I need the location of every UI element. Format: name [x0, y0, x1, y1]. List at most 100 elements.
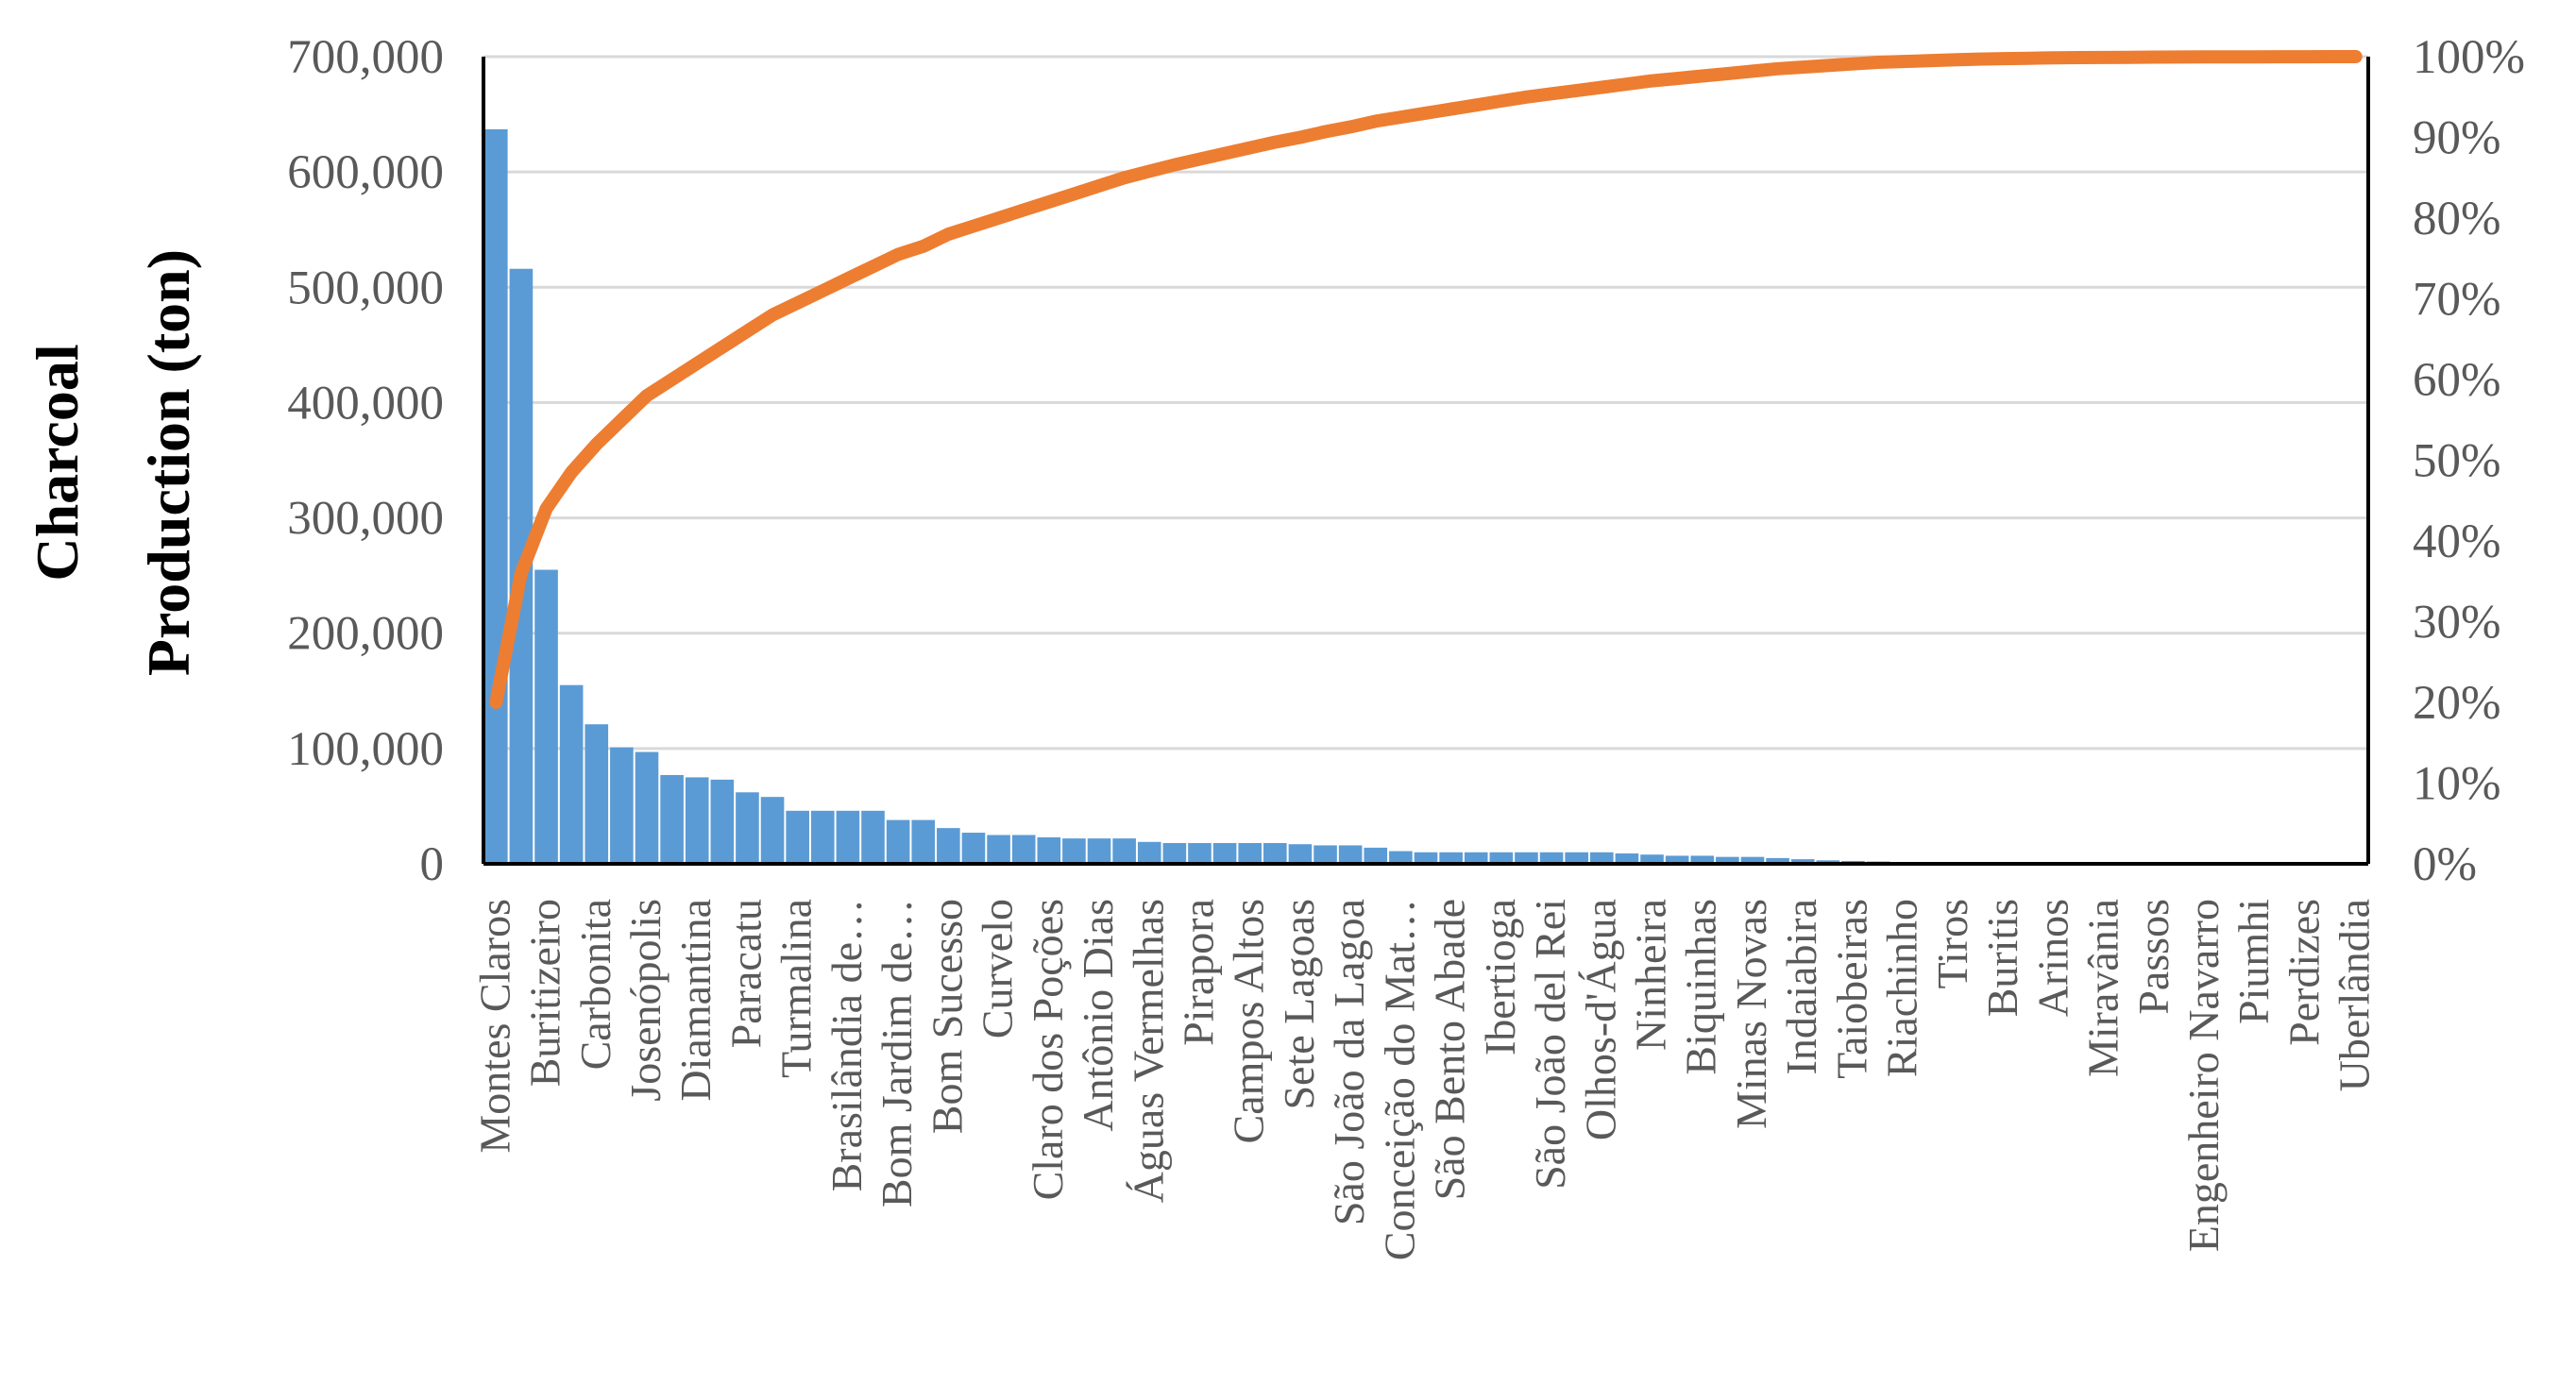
category-label: Turmalina — [772, 899, 821, 1078]
category-label: São João del Rei — [1526, 899, 1574, 1190]
category-label: São Bento Abade — [1426, 899, 1474, 1200]
bar-series — [484, 128, 2367, 864]
y2-tick-label: 70% — [2413, 274, 2500, 327]
y-tick-label: 0 — [420, 838, 445, 891]
category-label: Passos — [2129, 899, 2178, 1015]
bar — [1364, 847, 1388, 864]
bar — [484, 128, 508, 864]
category-label: Carbonita — [571, 899, 619, 1070]
y2-tick-label: 10% — [2413, 758, 2500, 811]
category-label: Riachinho — [1878, 899, 1926, 1077]
category-label: Paracatu — [721, 899, 770, 1048]
category-label: Taiobeiras — [1827, 899, 1875, 1079]
bar — [1137, 841, 1161, 864]
category-label: Olhos-d'Água — [1576, 899, 1624, 1140]
category-label: Montes Claros — [470, 899, 518, 1154]
y-tick-label: 400,000 — [287, 377, 444, 430]
bar — [1766, 857, 1789, 864]
bar — [660, 774, 684, 864]
category-label: Bom Sucesso — [923, 899, 971, 1134]
axes — [482, 57, 2370, 866]
y2-tick-label: 40% — [2413, 515, 2500, 568]
y-tick-label: 500,000 — [287, 262, 444, 314]
y-tick-label: 600,000 — [287, 146, 444, 199]
category-label: Miravânia — [2079, 899, 2127, 1077]
bar — [1589, 852, 1614, 864]
bar — [610, 747, 634, 864]
bar — [1665, 855, 1689, 864]
bar — [1515, 852, 1538, 864]
y-axis-title-line-1: Charcoal — [24, 344, 91, 581]
right-axis-ticks: 0% 10% 20% 30% 40% 50% 60% 70% 80% 90% 100% — [2413, 31, 2525, 891]
bar — [1690, 855, 1715, 864]
category-label: Ibertioga — [1476, 899, 1524, 1055]
y-tick-label: 300,000 — [287, 493, 444, 546]
category-label: Buritizeiro — [521, 899, 569, 1087]
bar — [1087, 838, 1111, 864]
bar — [911, 819, 936, 864]
bar — [937, 828, 960, 864]
bar — [961, 833, 986, 864]
category-label: Ninheira — [1627, 899, 1675, 1051]
bar — [685, 777, 709, 864]
bar — [760, 797, 785, 864]
bar — [1162, 843, 1187, 864]
bar — [987, 835, 1010, 864]
cumulative-line — [489, 50, 2363, 709]
category-label: Perdizes — [2280, 899, 2329, 1046]
bar — [1464, 852, 1488, 864]
category-label: Conceição do Mat… — [1375, 899, 1423, 1260]
bar — [836, 810, 860, 864]
bar — [1188, 843, 1212, 864]
y-axis-title-line-2: Production (ton) — [135, 249, 202, 676]
category-label: Águas Vermelhas — [1124, 899, 1172, 1203]
y2-tick-label: 0% — [2413, 838, 2477, 891]
bar — [1414, 852, 1438, 864]
y-tick-label: 200,000 — [287, 608, 444, 661]
y2-tick-label: 30% — [2413, 597, 2500, 650]
category-label: Pirapora — [1175, 899, 1223, 1046]
bar — [786, 810, 809, 864]
bar — [1037, 836, 1061, 864]
bar — [1565, 852, 1588, 864]
bar — [559, 684, 584, 864]
bar — [736, 792, 759, 864]
category-label: Curvelo — [974, 899, 1022, 1038]
bar — [1539, 852, 1564, 864]
category-label: Uberlândia — [2330, 899, 2379, 1091]
bar — [810, 810, 835, 864]
category-label: Claro dos Poções — [1024, 899, 1072, 1200]
bar — [635, 751, 659, 864]
y2-tick-label: 90% — [2413, 112, 2500, 165]
bar — [1338, 845, 1363, 864]
bar — [861, 810, 885, 864]
bar — [1313, 845, 1337, 864]
y2-tick-label: 100% — [2413, 31, 2525, 84]
category-label: Josenópolis — [621, 899, 669, 1102]
y2-tick-label: 50% — [2413, 435, 2500, 488]
bar — [1615, 853, 1639, 864]
bar — [1439, 852, 1463, 864]
category-label: Tiros — [1928, 899, 1976, 988]
bar — [585, 724, 609, 864]
category-label: Brasilândia de… — [822, 899, 871, 1191]
y2-tick-label: 60% — [2413, 354, 2500, 407]
category-label: São João da Lagoa — [1325, 899, 1373, 1225]
bar — [1062, 838, 1086, 864]
bar — [1790, 859, 1815, 864]
category-label: Engenheiro Navarro — [2179, 899, 2228, 1252]
category-label: Sete Lagoas — [1275, 899, 1323, 1110]
category-label: Arinos — [2028, 899, 2076, 1017]
bar — [1238, 843, 1263, 864]
bar — [534, 569, 558, 864]
y-tick-label: 700,000 — [287, 31, 444, 84]
category-labels: Montes Claros Buritizeiro Carbonita Josenóp… — [470, 899, 2378, 1260]
category-label: Indaiabira — [1777, 899, 1825, 1074]
bar — [1489, 852, 1514, 864]
bar — [1640, 854, 1664, 864]
bar — [1112, 838, 1136, 864]
bar — [886, 819, 910, 864]
bar — [1389, 851, 1413, 864]
category-label: Minas Novas — [1727, 899, 1775, 1129]
